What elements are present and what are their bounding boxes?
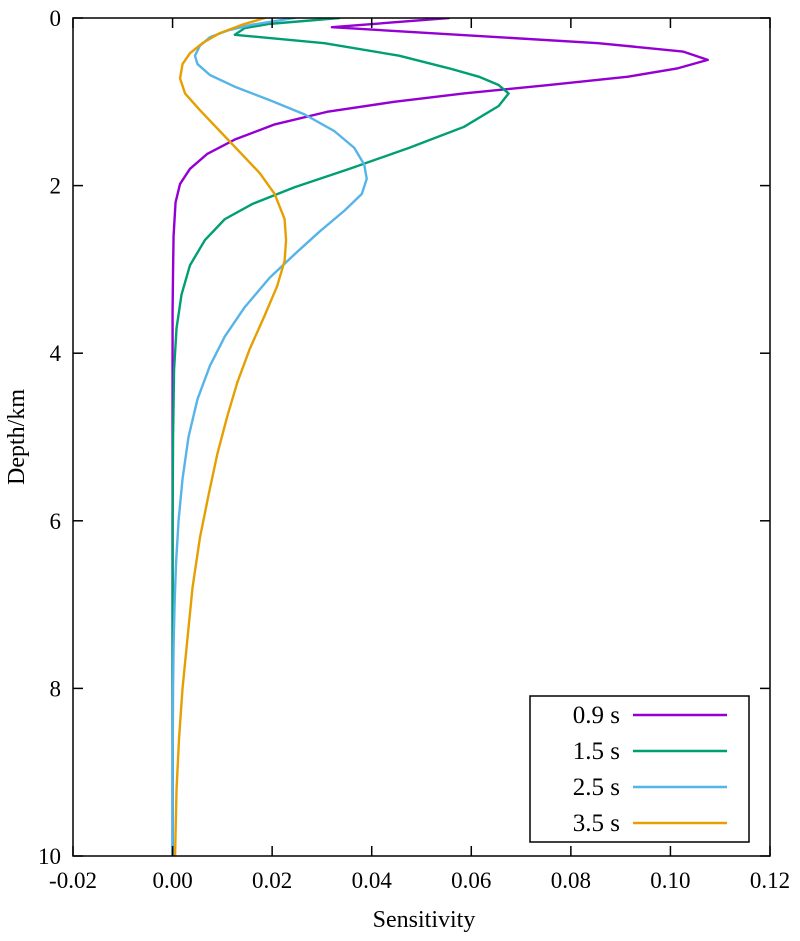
x-tick-label: 0.08	[551, 868, 591, 893]
y-axis-title: Depth/km	[4, 389, 30, 485]
x-tick-label: -0.02	[49, 868, 97, 893]
legend-label: 0.9 s	[573, 702, 620, 729]
y-tick-label: 10	[38, 844, 61, 869]
series-line-1-5-s	[171, 18, 510, 856]
y-tick-label: 6	[50, 509, 62, 534]
series-line-2-5-s	[171, 18, 368, 856]
x-tick-label: 0.04	[352, 868, 393, 893]
y-tick-label: 2	[50, 174, 62, 199]
x-tick-label: 0.10	[650, 868, 690, 893]
legend-label: 3.5 s	[573, 810, 620, 837]
legend-box	[529, 695, 750, 843]
y-tick-label: 0	[50, 6, 62, 31]
y-tick-label: 8	[50, 676, 62, 701]
x-tick-label: 0.02	[252, 868, 292, 893]
plot-frame	[72, 17, 771, 857]
x-axis-title: Sensitivity	[373, 907, 476, 933]
x-tick-label: 0.00	[152, 868, 192, 893]
x-tick-label: 0.12	[750, 868, 790, 893]
y-tick-label: 4	[50, 341, 62, 366]
x-tick-label: 0.06	[451, 868, 491, 893]
series-line-3-5-s	[173, 18, 288, 856]
legend-label: 1.5 s	[573, 738, 620, 765]
axes-layer: -0.02 0.00 0.02 0.04 0.06 0.08 0.10 0.12 0 2 4 6 8 10	[38, 6, 790, 893]
legend: 0.9 s 1.5 s 2.5 s 3.5 s	[529, 695, 750, 843]
series-layer	[171, 18, 709, 856]
legend-label: 2.5 s	[573, 774, 620, 801]
